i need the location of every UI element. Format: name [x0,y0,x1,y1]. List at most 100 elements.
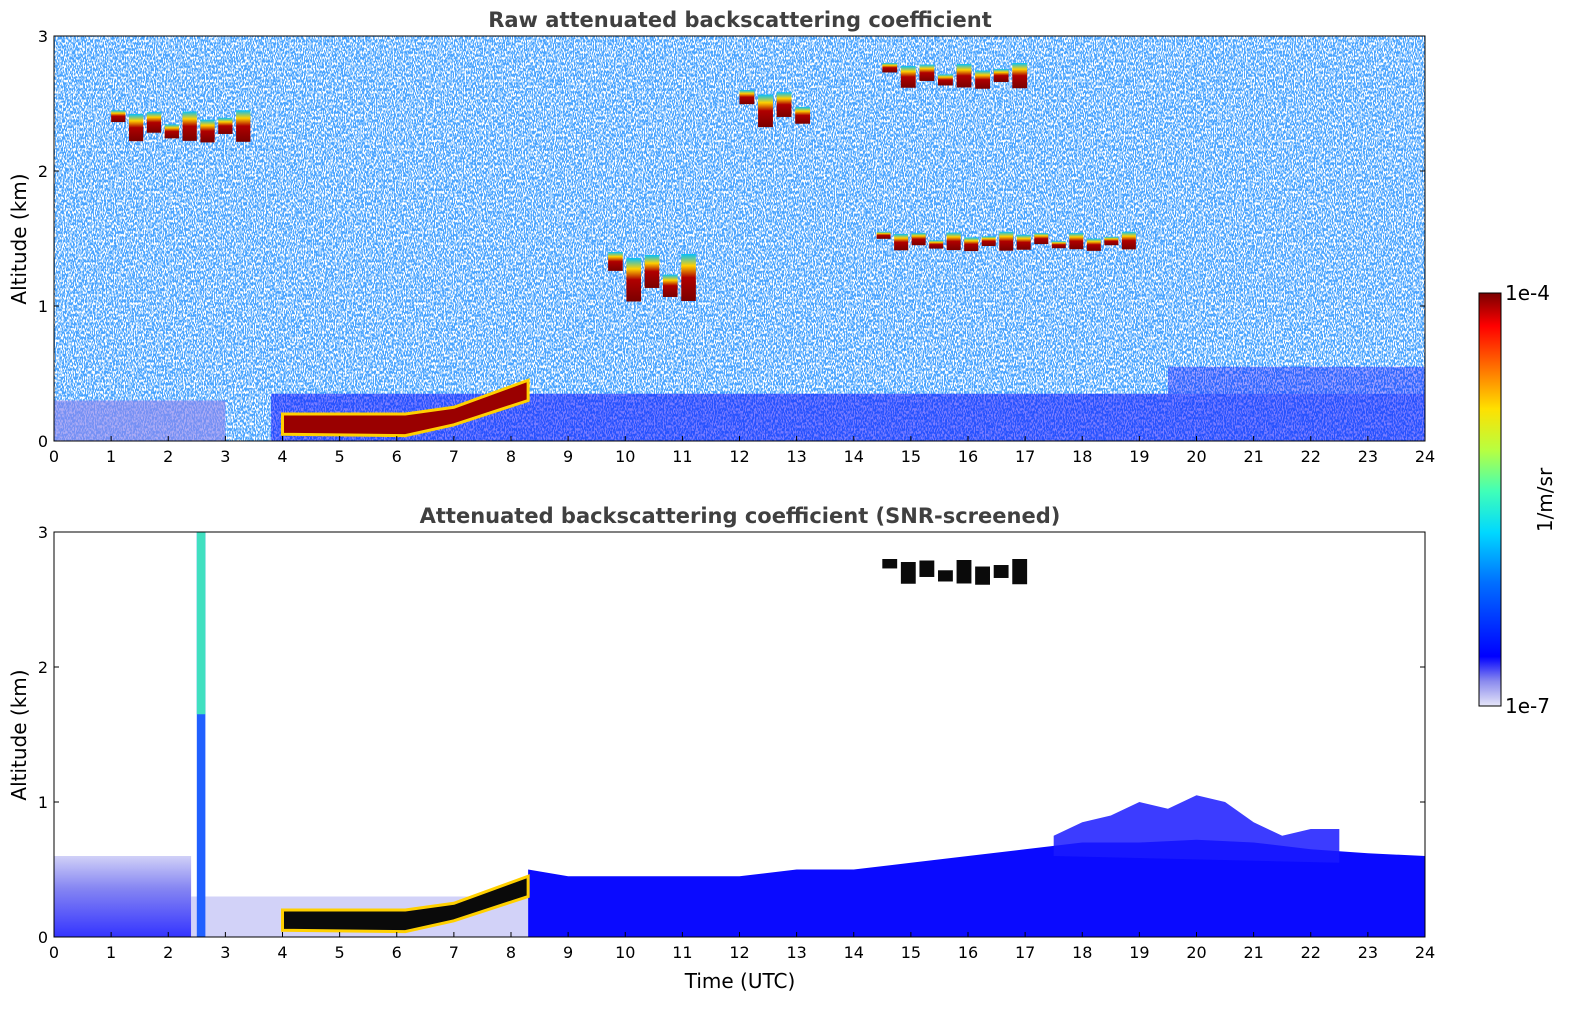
colorbar: 1e-4 1e-7 1/m/sr [1478,281,1557,718]
cloud-patch [981,236,996,246]
cloud-patch [919,560,935,577]
cloud-patch [200,119,215,143]
cloud-patch [128,114,144,142]
x-tick-label: 10 [615,447,635,466]
cloud-patch [946,232,961,251]
aerosol-layer [54,400,226,441]
x-axis-label: Time (UTC) [684,969,796,993]
colorbar-label: 1/m/sr [1533,467,1557,532]
x-tick-label: 11 [672,943,692,962]
x-tick-label: 23 [1358,447,1378,466]
x-tick-label: 1 [106,943,116,962]
x-tick-label: 22 [1301,447,1321,466]
x-tick-label: 22 [1301,943,1321,962]
x-tick-label: 2 [163,943,173,962]
y-axis: 0 1 2 3 [38,27,1425,451]
panel-title: Raw attenuated backscattering coefficien… [488,8,992,32]
panel-snr-screened: Attenuated backscattering coefficient (S… [7,504,1435,993]
x-tick-label: 12 [729,943,749,962]
colorbar-max-label: 1e-4 [1505,281,1550,305]
x-tick-label: 9 [563,943,573,962]
cloud-patch [236,110,251,142]
cloud-patch [919,64,935,81]
x-tick-label: 8 [506,447,516,466]
cloud-patch [626,258,642,302]
y-axis-label: Altitude (km) [7,669,31,800]
aerosol-layer [1167,366,1425,394]
cloud-patch [795,106,811,124]
cloud-patch [876,231,891,239]
x-tick-label: 3 [220,943,230,962]
cloud-patch [975,566,990,585]
cloud-patch [1121,231,1136,250]
cloud-patch [975,70,990,89]
low-cloud [281,874,530,934]
x-tick-label: 21 [1243,943,1263,962]
elevated-aerosol [1053,795,1340,863]
cloud-patch [882,559,898,569]
x-tick-label: 19 [1129,943,1149,962]
x-tick-label: 2 [163,447,173,466]
cloud-patch [662,274,678,297]
x-tick-label: 19 [1129,447,1149,466]
cloud-patch [911,232,926,246]
x-tick-label: 7 [449,447,459,466]
y-axis: 0 1 2 3 [38,523,1425,947]
cloud-patch [164,124,179,139]
heatmap-area [54,532,1425,937]
cloud-patch [1012,559,1028,585]
x-tick-label: 5 [335,447,345,466]
x-tick-label: 1 [106,447,116,466]
x-tick-label: 8 [506,943,516,962]
x-tick-label: 5 [335,943,345,962]
cloud-patch [993,565,1009,578]
cloud-patch [993,69,1009,82]
aerosol-layer [528,839,1425,937]
y-tick-label: 2 [38,658,48,677]
y-tick-label: 2 [38,162,48,181]
y-tick-label: 1 [38,793,48,812]
cloud-patch [938,570,953,582]
x-tick-label: 20 [1186,943,1206,962]
cloud-patch [900,66,916,88]
x-tick-label: 24 [1415,447,1435,466]
aerosol-plume [196,532,206,937]
x-tick-label: 4 [277,943,287,962]
aerosol-plume [196,532,206,715]
panel-raw: Raw attenuated backscattering coefficien… [7,8,1435,466]
heatmap-area [54,36,1426,441]
cloud-patch [1012,63,1028,89]
cloud-patch [882,63,898,73]
x-tick-label: 4 [277,447,287,466]
cloud-patch [644,255,660,288]
cloud-patch [1051,241,1066,249]
cloud-patch [182,111,197,141]
x-tick-label: 18 [1072,447,1092,466]
x-tick-label: 7 [449,943,459,962]
x-tick-label: 24 [1415,943,1435,962]
cloud-patch [758,94,773,128]
y-tick-label: 0 [38,928,48,947]
x-tick-label: 17 [1015,943,1035,962]
x-axis: 0 1 2 3 4 5 6 7 8 9 10 11 12 13 14 15 16 17 18 19 20 21 22 23 24 [49,932,1435,962]
x-tick-label: 23 [1358,943,1378,962]
x-tick-label: 21 [1243,447,1263,466]
y-tick-label: 0 [38,432,48,451]
cloud-patch [1034,233,1049,245]
cloud-patch [1016,234,1031,250]
panel-title: Attenuated backscattering coefficient (S… [420,504,1061,528]
x-tick-label: 18 [1072,943,1092,962]
cloud-patch [1086,238,1101,251]
cloud-patch [111,110,126,123]
y-tick-label: 1 [38,297,48,316]
x-tick-label: 14 [844,447,864,466]
x-tick-label: 6 [392,447,402,466]
x-tick-label: 6 [392,943,402,962]
x-tick-label: 13 [786,447,806,466]
cloud-patch [739,90,755,105]
x-tick-label: 17 [1015,447,1035,466]
x-tick-label: 16 [958,943,978,962]
x-tick-label: 15 [901,943,921,962]
y-axis-label: Altitude (km) [7,173,31,304]
colorbar-gradient [1478,292,1502,707]
